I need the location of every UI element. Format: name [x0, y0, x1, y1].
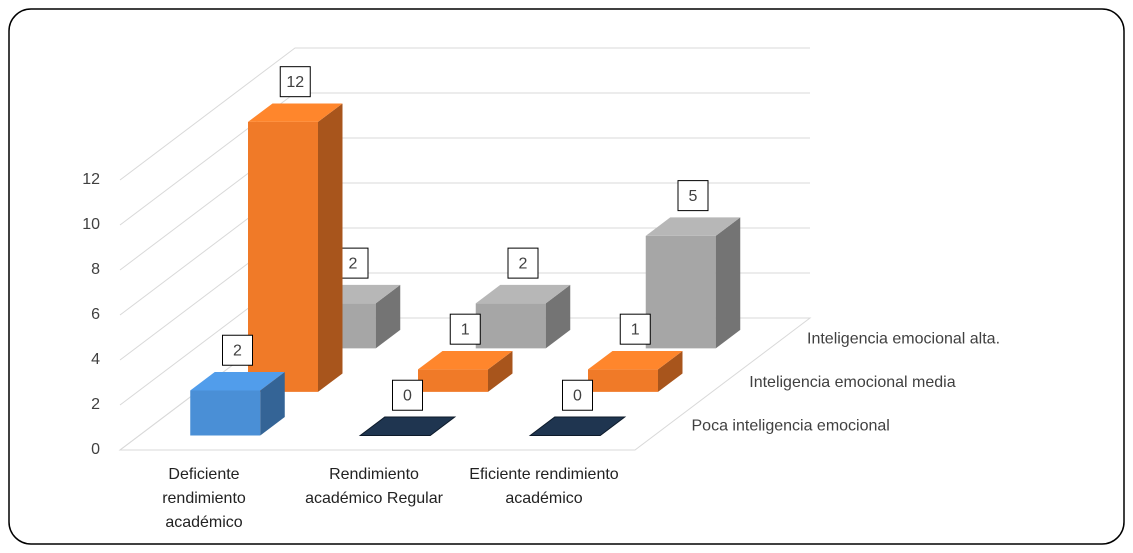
value-label: 2 — [233, 342, 242, 359]
y-tick-label: 0 — [91, 441, 100, 458]
value-label: 1 — [461, 321, 470, 338]
legend-label: Inteligencia emocional alta. — [807, 330, 1000, 347]
bar-side — [318, 103, 343, 392]
bar-front — [588, 369, 658, 392]
x-tick-label: Eficiente rendimiento académico — [469, 466, 619, 507]
bar — [588, 350, 683, 392]
y-tick-label: 4 — [91, 351, 100, 368]
bar-top — [475, 284, 571, 304]
value-label-box — [392, 379, 423, 411]
bar-side — [260, 372, 285, 436]
grid-line — [119, 47, 810, 181]
bar-top — [528, 416, 627, 436]
y-tick-label: 6 — [91, 306, 100, 323]
value-label-box — [677, 180, 709, 212]
value-label: 12 — [286, 74, 304, 91]
x-tick-label: Rendimiento académico Regular — [305, 466, 443, 507]
bar-front — [248, 121, 318, 392]
bar-top — [418, 350, 513, 370]
bar — [475, 284, 571, 349]
bar-top — [645, 217, 741, 236]
bar-side — [545, 284, 571, 349]
bar — [528, 416, 627, 436]
value-label: 0 — [573, 387, 582, 404]
value-label-box — [222, 334, 253, 366]
bar — [358, 416, 457, 436]
bar-side — [715, 217, 741, 349]
bar-side — [375, 284, 401, 349]
x-tick-label: Deficiente rendimiento académico — [162, 466, 246, 531]
value-label: 1 — [631, 321, 640, 338]
value-label-box — [279, 66, 311, 98]
bar-side — [488, 350, 513, 392]
bar — [418, 350, 513, 392]
bar-front — [645, 235, 716, 349]
value-label: 2 — [519, 255, 528, 272]
y-tick-label: 10 — [82, 216, 100, 233]
legend-label: Inteligencia emocional media — [749, 374, 955, 391]
value-label-box — [562, 379, 593, 411]
bar-top — [358, 416, 457, 436]
legend-label: Poca inteligencia emocional — [692, 417, 890, 434]
value-label: 5 — [689, 188, 698, 205]
y-tick-label: 12 — [82, 171, 100, 188]
value-label-box — [507, 247, 539, 279]
bar — [190, 372, 285, 436]
y-tick-label: 2 — [91, 396, 100, 413]
bar-front — [475, 303, 546, 349]
value-label-box — [337, 247, 369, 279]
bar — [248, 103, 343, 392]
y-tick-label: 8 — [91, 261, 100, 278]
bar — [645, 217, 741, 349]
bar-top — [588, 350, 683, 370]
bar-front — [418, 369, 488, 392]
value-label-box — [619, 313, 651, 345]
bar-top — [248, 103, 343, 122]
value-label-box — [449, 313, 481, 345]
bar-top — [190, 372, 285, 391]
bar-front — [190, 390, 261, 436]
value-label: 2 — [349, 255, 358, 272]
value-label: 0 — [403, 387, 412, 404]
bar-side — [658, 350, 683, 392]
